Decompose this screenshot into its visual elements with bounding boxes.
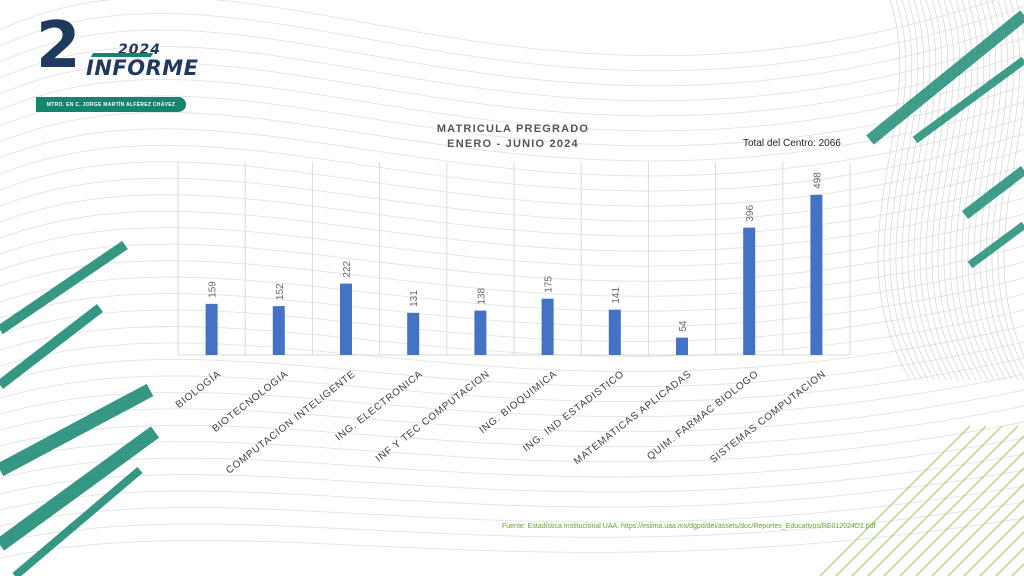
green-hatch-line xyxy=(867,425,1019,576)
green-hatch-line xyxy=(899,451,1024,576)
mesh-line xyxy=(907,0,941,381)
contour-line xyxy=(0,421,1024,463)
mesh-line xyxy=(919,0,953,381)
green-hatch-line xyxy=(931,483,1024,576)
teal-stripe xyxy=(0,383,154,477)
bar xyxy=(407,312,420,355)
chart-title-line-2: ENERO - JUNIO 2024 xyxy=(447,138,579,150)
data-label: 222 xyxy=(342,260,353,277)
green-hatch-line xyxy=(915,467,1024,576)
total-label: Total del Centro: 2066 xyxy=(743,138,841,149)
teal-stripe xyxy=(0,304,104,389)
mesh-line xyxy=(883,0,917,381)
bar xyxy=(743,227,756,355)
data-label: 498 xyxy=(812,172,823,189)
green-hatch-line xyxy=(979,531,1024,576)
bar xyxy=(541,298,554,355)
mesh-line xyxy=(979,0,1013,381)
teal-stripe xyxy=(866,10,1024,145)
bar xyxy=(474,310,487,355)
bar xyxy=(608,309,621,355)
informe-logo: 2 2024 INFORME MTRO. EN C. JORGE MARTÍN … xyxy=(36,14,199,116)
contour-line xyxy=(0,405,1024,448)
mesh-line xyxy=(937,0,971,381)
green-hatch-line xyxy=(995,547,1024,576)
x-tick-label: BIOLOGÍA xyxy=(173,367,224,411)
green-hatch-line xyxy=(963,515,1024,576)
contour-line xyxy=(0,37,1024,102)
mesh-line xyxy=(985,0,1019,381)
x-tick-label: INF Y TEC COMPUTACION xyxy=(374,369,492,465)
teal-stripe xyxy=(0,426,160,551)
source-note: Fuente: Estadística Institucional UAA. h… xyxy=(502,523,876,530)
mesh-line xyxy=(973,0,1007,381)
green-hatch-line xyxy=(851,425,1003,576)
x-tick-label: SISTEMAS COMPUTACION xyxy=(708,369,828,466)
contour-line xyxy=(0,517,1024,559)
contour-line xyxy=(0,5,1024,72)
data-label: 396 xyxy=(745,204,756,221)
logo-word: INFORME xyxy=(86,56,199,80)
teal-stripe xyxy=(967,221,1024,269)
bar xyxy=(340,283,352,355)
x-tick-label: QUIM. FARMAC BIOLOGO xyxy=(645,369,761,463)
teal-stripe xyxy=(0,240,128,335)
contour-line xyxy=(0,53,1024,117)
contour-line xyxy=(0,357,1024,403)
green-hatch-line xyxy=(819,425,971,576)
data-label: 141 xyxy=(611,287,622,304)
mesh-line xyxy=(895,0,929,381)
contour-line xyxy=(0,133,1024,192)
green-hatch-line xyxy=(883,435,1024,576)
x-tick-label: MATEMATICAS APLICADAS xyxy=(572,369,694,467)
chart-title: MATRICULA PREGRADO ENERO - JUNIO 2024 xyxy=(380,122,646,152)
contour-line xyxy=(0,325,1024,372)
contour-line xyxy=(0,21,1024,87)
mesh-line xyxy=(931,0,965,381)
logo-ribbon-text: MTRO. EN C. JORGE MARTÍN ALFÉREZ CHÁVEZ xyxy=(46,101,176,108)
contour-line xyxy=(0,0,996,57)
contour-line xyxy=(0,69,1024,132)
green-hatch-line xyxy=(835,425,987,576)
logo-ribbon: MTRO. EN C. JORGE MARTÍN ALFÉREZ CHÁVEZ xyxy=(36,97,186,112)
contour-line xyxy=(0,453,1024,495)
data-label: 54 xyxy=(678,320,689,332)
bar xyxy=(676,337,688,355)
x-tick-label: COMPUTACION INTELIGENTE xyxy=(224,369,358,477)
mesh-line xyxy=(949,0,983,381)
contour-line xyxy=(0,373,1024,418)
data-label: 131 xyxy=(409,290,420,307)
mesh-line xyxy=(889,0,923,381)
bar xyxy=(205,303,218,355)
mesh-line xyxy=(943,0,977,381)
green-hatch-line xyxy=(947,499,1024,576)
bar xyxy=(272,306,285,355)
mesh-line xyxy=(913,0,947,381)
contour-line xyxy=(0,117,1024,177)
contour-line xyxy=(0,501,1024,543)
data-label: 152 xyxy=(275,283,286,300)
contour-line xyxy=(0,101,1024,162)
teal-stripe xyxy=(912,56,1024,144)
contour-line xyxy=(0,485,1024,527)
mesh-line xyxy=(925,0,959,381)
mesh-line xyxy=(991,0,1024,381)
mesh-line xyxy=(901,0,935,381)
data-label: 138 xyxy=(476,287,487,304)
data-label: 175 xyxy=(544,276,555,293)
bar xyxy=(810,194,823,355)
teal-stripe xyxy=(961,166,1024,219)
data-label: 159 xyxy=(208,281,219,298)
mesh-line xyxy=(877,0,911,381)
contour-line xyxy=(0,341,1024,387)
chart-title-line-1: MATRICULA PREGRADO xyxy=(436,123,590,135)
teal-stripe xyxy=(12,466,143,576)
logo-number: 2 xyxy=(36,9,81,83)
